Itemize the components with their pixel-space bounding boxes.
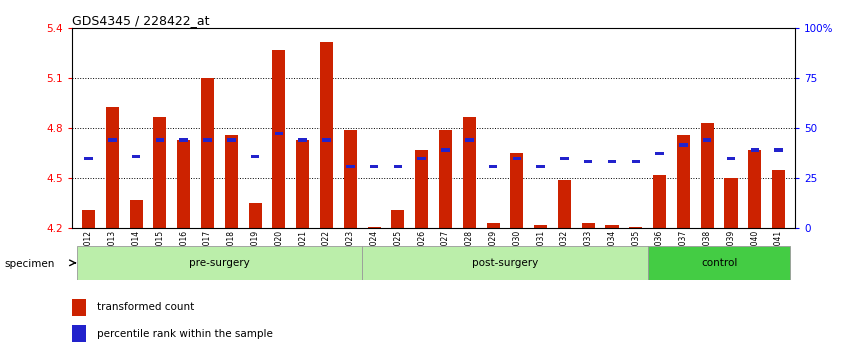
Bar	[393, 165, 402, 169]
Bar	[320, 42, 333, 228]
Bar	[346, 165, 354, 169]
Bar	[203, 138, 212, 142]
Bar	[534, 225, 547, 228]
Bar	[153, 117, 167, 228]
Bar	[558, 180, 571, 228]
Bar	[465, 138, 474, 142]
Bar	[648, 246, 790, 280]
Bar	[513, 156, 521, 160]
Bar	[442, 148, 450, 152]
Bar	[177, 140, 190, 228]
Bar	[129, 200, 143, 228]
Bar	[653, 175, 666, 228]
Bar	[370, 165, 378, 169]
Text: transformed count: transformed count	[97, 302, 195, 312]
Bar	[272, 50, 285, 228]
Bar	[486, 223, 500, 228]
Bar	[362, 246, 648, 280]
Bar	[77, 246, 362, 280]
Bar	[106, 107, 119, 228]
Bar	[656, 152, 664, 155]
Bar	[343, 130, 357, 228]
Bar	[774, 148, 783, 152]
Bar	[489, 165, 497, 169]
Bar	[85, 156, 93, 160]
Bar	[417, 156, 426, 160]
Bar	[225, 135, 238, 228]
Text: percentile rank within the sample: percentile rank within the sample	[97, 329, 273, 339]
Bar	[415, 150, 428, 228]
Text: post-surgery: post-surgery	[472, 258, 538, 268]
Bar	[727, 156, 735, 160]
Bar	[632, 160, 640, 164]
Bar	[677, 135, 690, 228]
Bar	[629, 227, 642, 228]
Text: pre-surgery: pre-surgery	[189, 258, 250, 268]
Bar	[72, 299, 86, 315]
Bar	[750, 148, 759, 152]
Bar	[299, 138, 307, 142]
Bar	[296, 140, 310, 228]
Bar	[132, 155, 140, 159]
Bar	[108, 138, 117, 142]
Text: specimen: specimen	[4, 259, 55, 269]
Bar	[249, 203, 261, 228]
Bar	[392, 210, 404, 228]
Bar	[700, 123, 714, 228]
Bar	[510, 153, 524, 228]
Bar	[275, 132, 283, 135]
Bar	[201, 78, 214, 228]
Bar	[82, 210, 95, 228]
Bar	[463, 117, 475, 228]
Text: control: control	[701, 258, 737, 268]
Bar	[251, 155, 260, 159]
Bar	[560, 156, 569, 160]
Bar	[772, 170, 785, 228]
Bar	[606, 225, 618, 228]
Bar	[72, 325, 86, 342]
Bar	[367, 227, 381, 228]
Text: GDS4345 / 228422_at: GDS4345 / 228422_at	[72, 14, 210, 27]
Bar	[724, 178, 738, 228]
Bar	[179, 138, 188, 142]
Bar	[322, 138, 331, 142]
Bar	[536, 165, 545, 169]
Bar	[156, 138, 164, 142]
Bar	[584, 160, 592, 164]
Bar	[679, 143, 688, 147]
Bar	[703, 138, 711, 142]
Bar	[582, 223, 595, 228]
Bar	[227, 138, 235, 142]
Bar	[439, 130, 452, 228]
Bar	[607, 160, 616, 164]
Bar	[748, 150, 761, 228]
